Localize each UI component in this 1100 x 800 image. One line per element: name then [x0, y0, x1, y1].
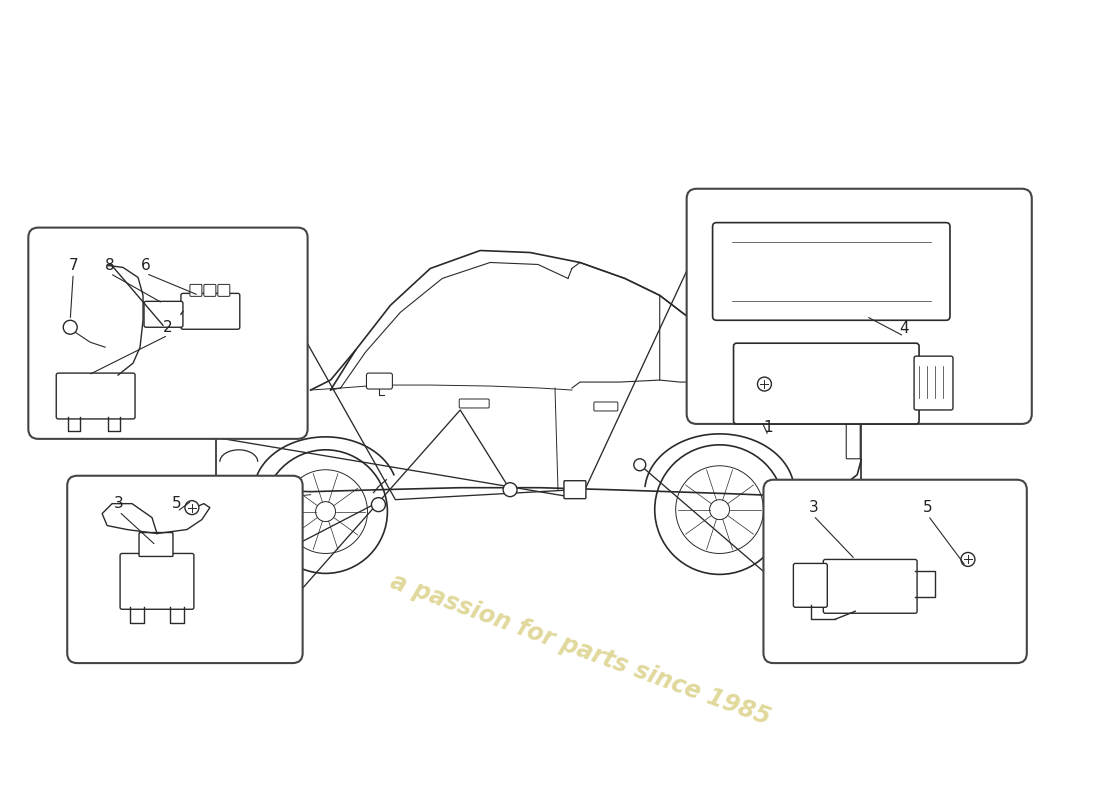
FancyBboxPatch shape — [713, 222, 950, 320]
FancyBboxPatch shape — [594, 402, 618, 411]
Text: 2: 2 — [163, 320, 173, 334]
Text: 5: 5 — [172, 496, 182, 511]
Circle shape — [185, 501, 199, 514]
FancyBboxPatch shape — [120, 554, 194, 610]
FancyBboxPatch shape — [846, 417, 860, 458]
FancyBboxPatch shape — [67, 476, 302, 663]
FancyBboxPatch shape — [29, 228, 308, 439]
FancyBboxPatch shape — [793, 563, 827, 607]
Text: a passion for parts since 1985: a passion for parts since 1985 — [386, 569, 773, 730]
Text: 4: 4 — [900, 321, 909, 336]
FancyBboxPatch shape — [823, 559, 917, 614]
FancyBboxPatch shape — [139, 533, 173, 557]
Text: 8: 8 — [106, 258, 114, 273]
Circle shape — [63, 320, 77, 334]
FancyBboxPatch shape — [190, 285, 202, 296]
Text: 1: 1 — [763, 421, 773, 435]
FancyBboxPatch shape — [204, 285, 216, 296]
FancyBboxPatch shape — [914, 356, 953, 410]
Circle shape — [961, 553, 975, 566]
FancyBboxPatch shape — [564, 481, 586, 498]
Circle shape — [372, 498, 385, 512]
Text: 3: 3 — [808, 500, 818, 515]
Circle shape — [634, 458, 646, 470]
FancyBboxPatch shape — [180, 294, 240, 330]
Circle shape — [503, 482, 517, 497]
FancyBboxPatch shape — [218, 285, 230, 296]
Circle shape — [758, 377, 771, 391]
FancyBboxPatch shape — [56, 373, 135, 419]
FancyBboxPatch shape — [734, 343, 920, 424]
FancyBboxPatch shape — [763, 480, 1026, 663]
Text: 6: 6 — [141, 258, 151, 273]
FancyBboxPatch shape — [459, 399, 490, 408]
Text: 3: 3 — [114, 496, 124, 511]
Text: 5: 5 — [923, 500, 933, 515]
Text: 7: 7 — [68, 258, 78, 273]
FancyBboxPatch shape — [144, 302, 183, 327]
Text: EURO
CARS: EURO CARS — [734, 201, 984, 380]
FancyBboxPatch shape — [686, 189, 1032, 424]
FancyBboxPatch shape — [366, 373, 393, 389]
